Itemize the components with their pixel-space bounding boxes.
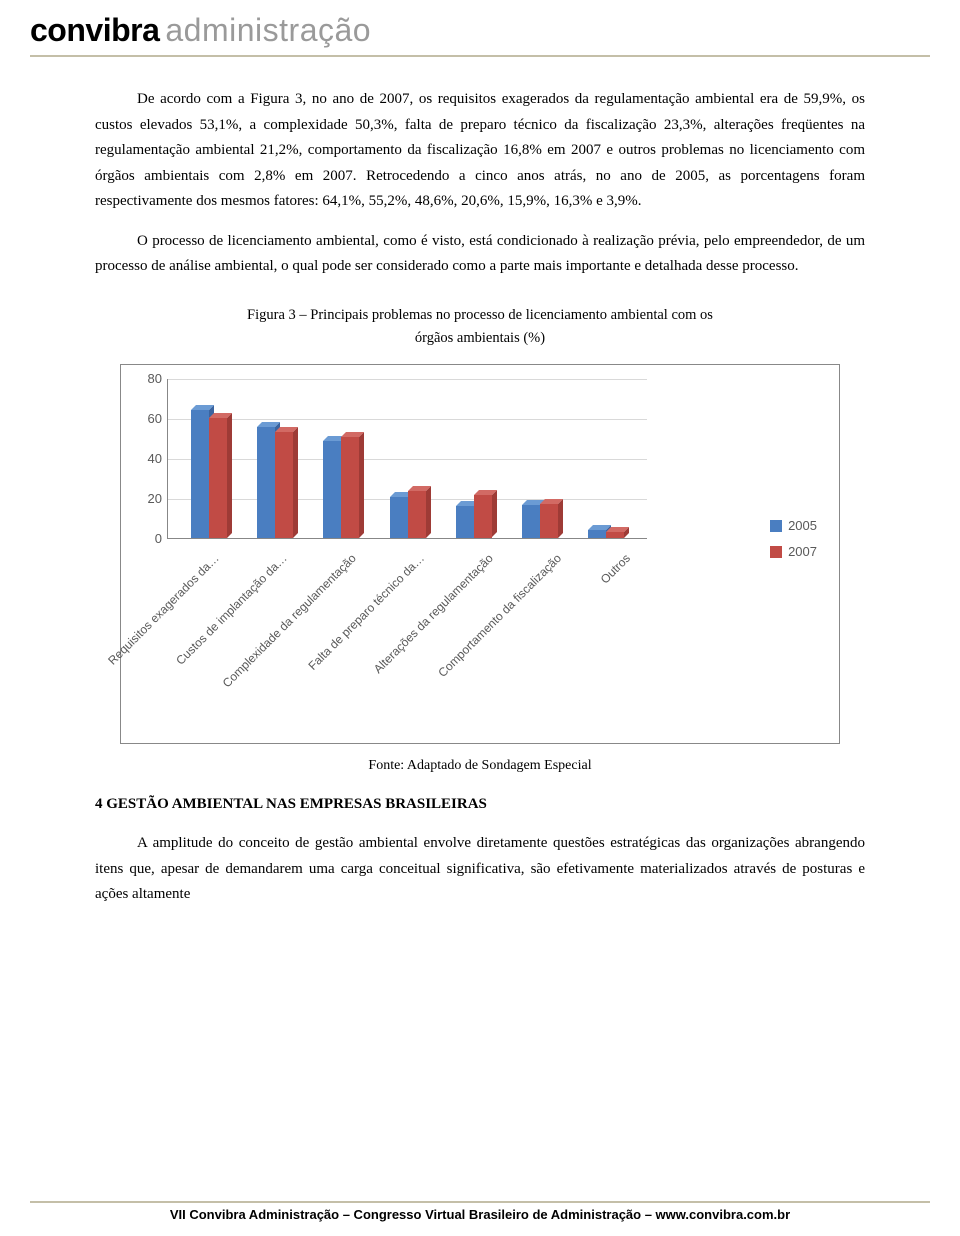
chart-x-labels: Requisitos exagerados da…Custos de impla… — [167, 545, 647, 715]
chart-plot-area: 020406080 — [167, 379, 647, 539]
chart-legend-swatch — [770, 546, 782, 558]
chart-xlabel: Custos de implantação da… — [171, 549, 292, 670]
chart-bars — [168, 379, 647, 538]
chart-container: 020406080 Requisitos exagerados da…Custo… — [120, 364, 840, 744]
chart-xlabel: Outros — [595, 549, 635, 589]
page-footer: VII Convibra Administração – Congresso V… — [30, 1201, 930, 1222]
chart-bar-group — [449, 495, 499, 537]
chart-bar — [408, 491, 426, 538]
chart-bar — [588, 530, 606, 538]
chart-bar-group — [515, 504, 565, 538]
chart-ytick: 20 — [148, 488, 168, 510]
chart-ytick: 60 — [148, 408, 168, 430]
chart-bar-group — [316, 437, 366, 538]
chart-legend-swatch — [770, 520, 782, 532]
chart-ytick: 0 — [155, 528, 168, 550]
chart-bar — [257, 427, 275, 537]
chart-xlabel: Alterações da regulamentação — [368, 549, 498, 679]
chart-legend-label: 2005 — [788, 515, 817, 537]
chart-ytick: 80 — [148, 368, 168, 390]
chart-legend: 2005 2007 — [770, 515, 817, 567]
chart-bar — [474, 495, 492, 537]
chart-bar — [606, 532, 624, 538]
chart-xlabel: Complexidade da regulamentação — [217, 549, 361, 693]
figure-caption-line1: Figura 3 – Principais problemas no proce… — [247, 307, 713, 323]
chart-bar-group — [581, 530, 631, 538]
logo-convibra: convibra — [30, 12, 159, 49]
figure-caption-line2: órgãos ambientais (%) — [415, 330, 545, 346]
chart-xlabel: Comportamento da fiscalização — [433, 549, 566, 682]
chart-legend-item: 2005 — [770, 515, 817, 537]
chart-bar — [323, 441, 341, 538]
chart-legend-item: 2007 — [770, 541, 817, 563]
chart-bar — [341, 437, 359, 538]
section-heading-4: 4 GESTÃO AMBIENTAL NAS EMPRESAS BRASILEI… — [95, 792, 865, 818]
footer-text: VII Convibra Administração – Congresso V… — [30, 1207, 930, 1222]
page-header: convibra administração — [0, 0, 960, 57]
logo-admin: administração — [165, 12, 371, 49]
chart-bar-group — [383, 491, 433, 538]
chart-legend-label: 2007 — [788, 541, 817, 563]
chart-bar-group — [250, 427, 300, 537]
chart-xlabel: Requisitos exagerados da… — [103, 549, 224, 670]
chart-ytick: 40 — [148, 448, 168, 470]
chart-bar — [390, 497, 408, 538]
footer-divider — [30, 1201, 930, 1203]
logo: convibra administração — [30, 12, 930, 49]
paragraph-2: O processo de licenciamento ambiental, c… — [95, 229, 865, 280]
figure-caption: Figura 3 – Principais problemas no proce… — [95, 304, 865, 350]
chart-bar — [275, 432, 293, 538]
chart-bar-group — [184, 410, 234, 538]
chart-bar — [209, 418, 227, 538]
paragraph-1: De acordo com a Figura 3, no ano de 2007… — [95, 87, 865, 215]
page-content: De acordo com a Figura 3, no ano de 2007… — [0, 57, 960, 908]
chart-bar — [456, 506, 474, 538]
chart-bar — [522, 505, 540, 538]
chart-bar — [540, 504, 558, 538]
chart-xlabel: Falta de preparo técnico da… — [303, 549, 429, 675]
chart-bar — [191, 410, 209, 538]
paragraph-3: A amplitude do conceito de gestão ambien… — [95, 831, 865, 908]
source-caption: Fonte: Adaptado de Sondagem Especial — [95, 754, 865, 778]
